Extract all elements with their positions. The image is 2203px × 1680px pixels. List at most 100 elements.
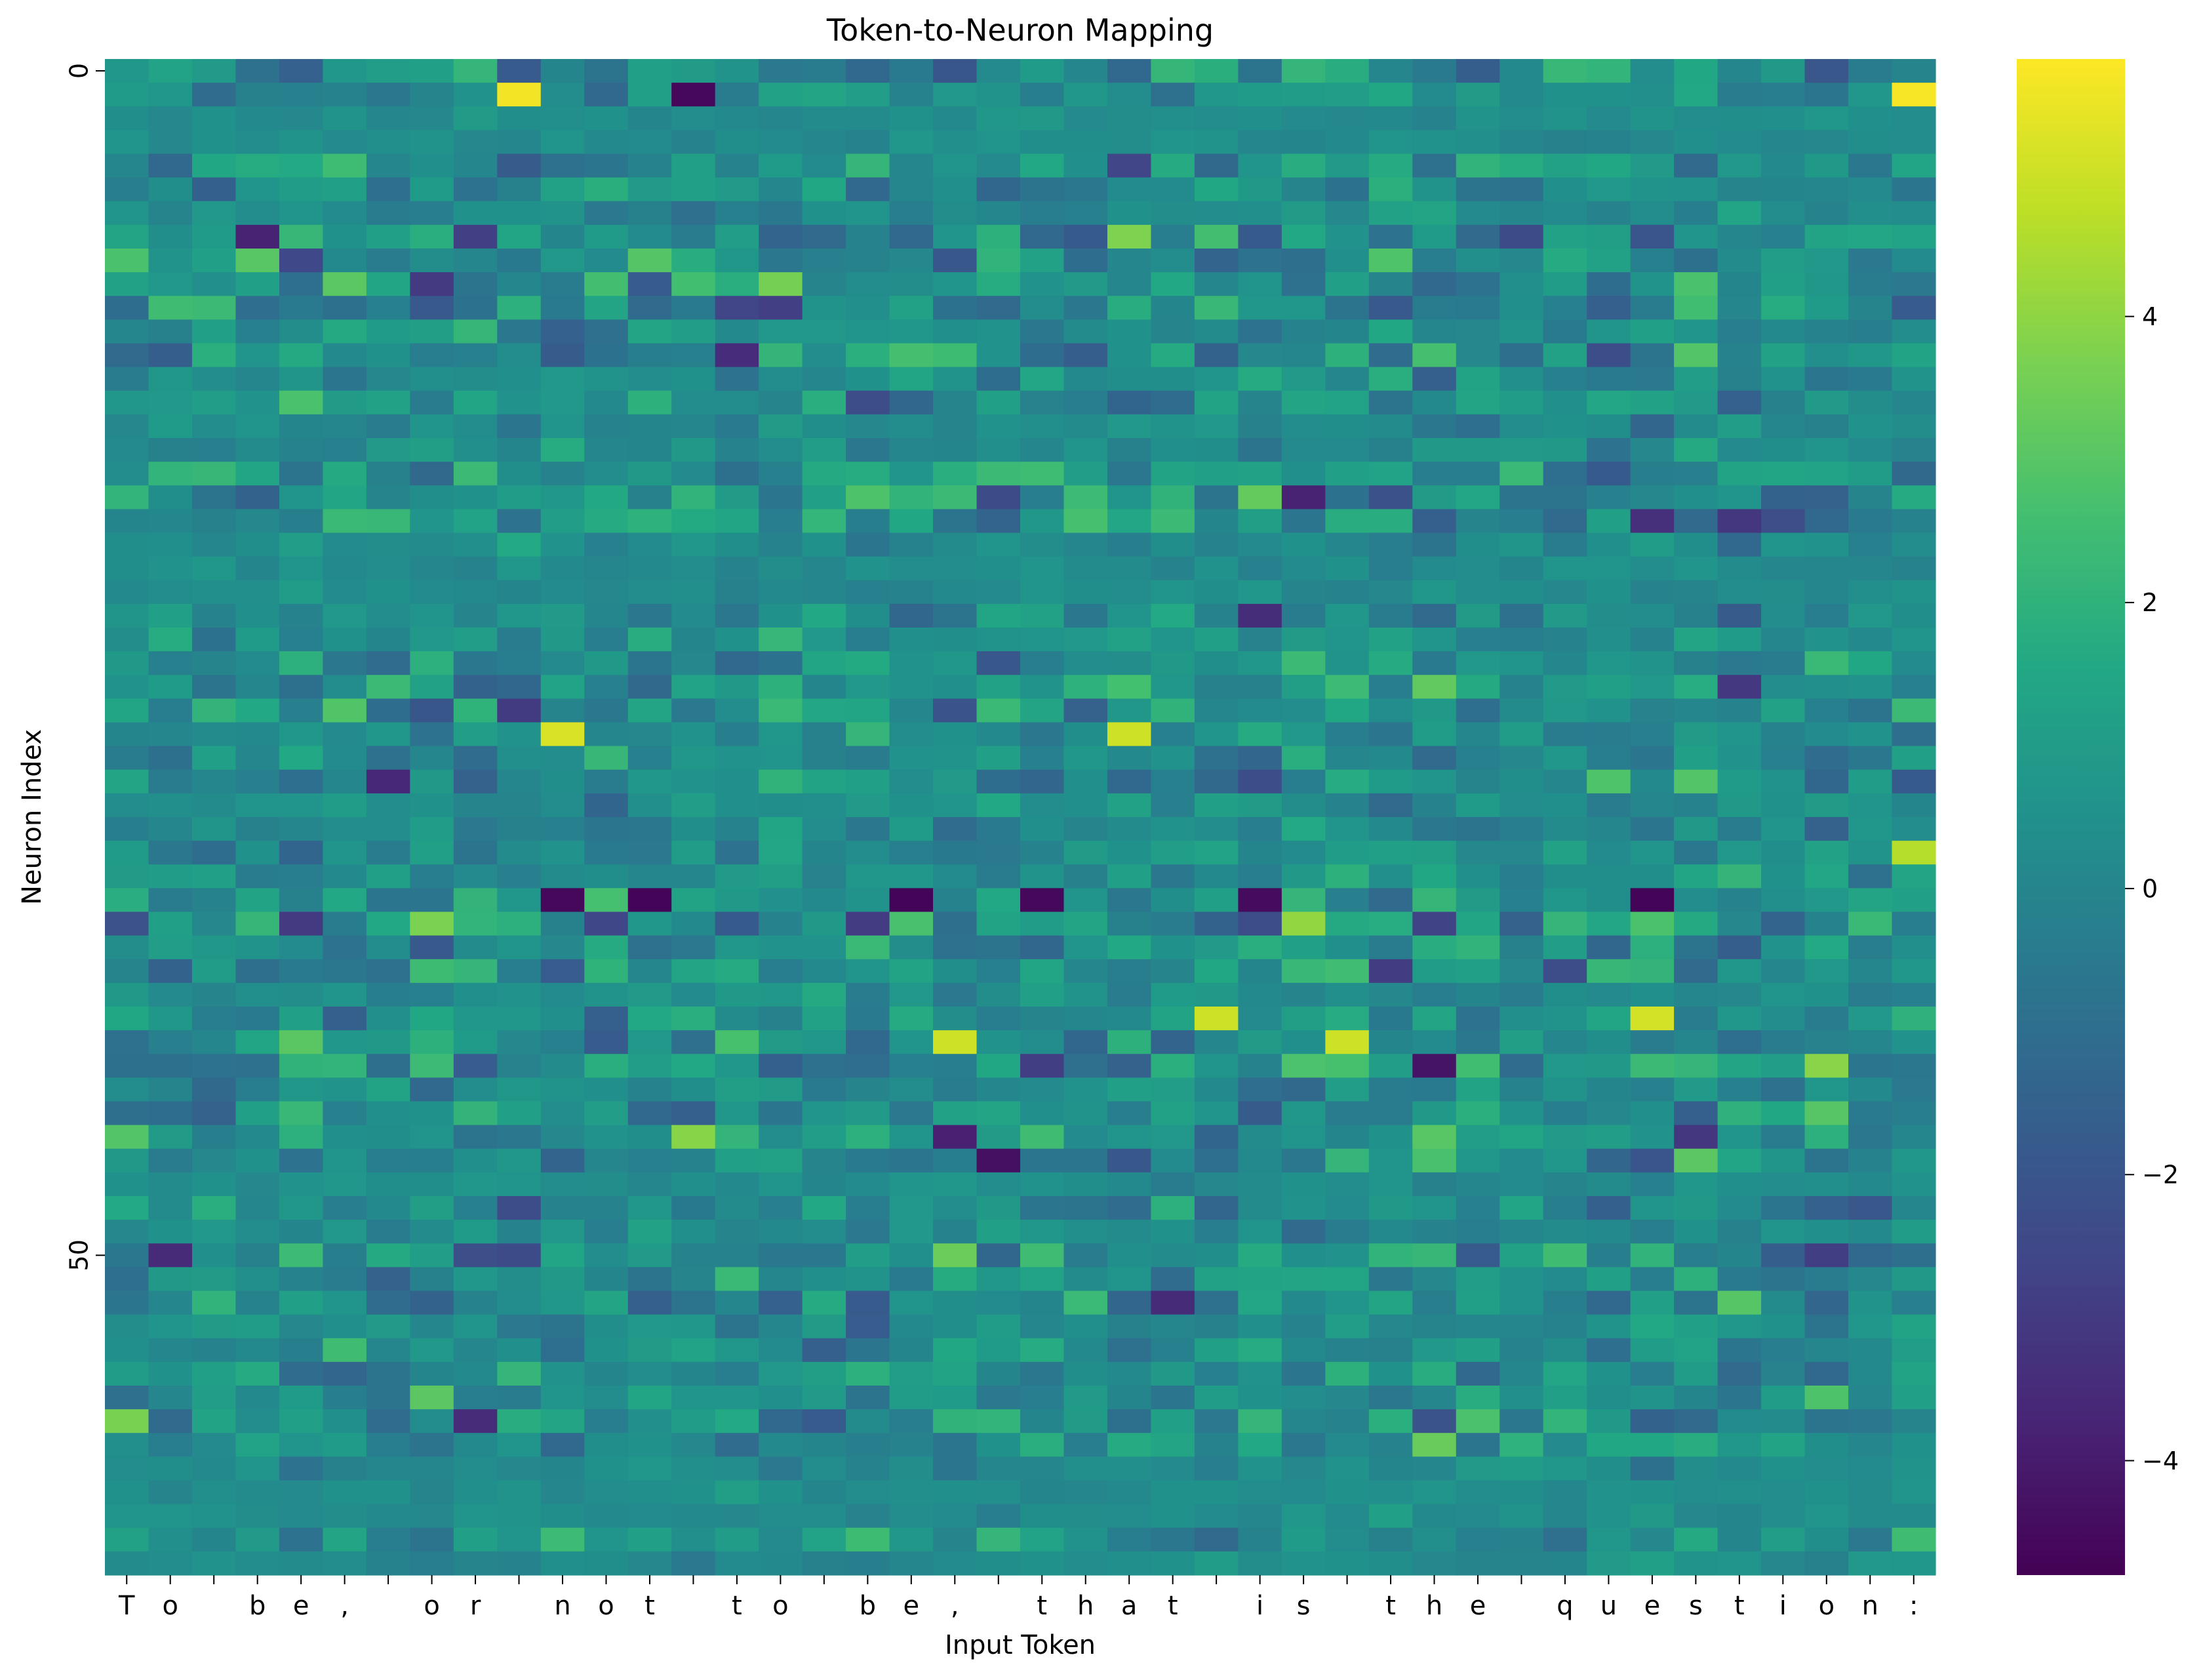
heatmap-cell xyxy=(148,1551,193,1576)
heatmap-cell xyxy=(1630,249,1675,273)
heatmap-cell xyxy=(1804,982,1849,1007)
heatmap-cell xyxy=(1281,1409,1326,1433)
heatmap-cell xyxy=(933,59,978,83)
heatmap-cell xyxy=(1717,698,1762,723)
heatmap-cell xyxy=(802,272,846,296)
heatmap-cell xyxy=(1587,746,1631,770)
heatmap-cell xyxy=(453,1196,498,1220)
heatmap-cell xyxy=(1674,390,1718,415)
heatmap-cell xyxy=(1063,438,1108,462)
heatmap-cell xyxy=(1238,1172,1282,1197)
heatmap-cell xyxy=(1499,793,1544,818)
heatmap-cell xyxy=(1717,485,1762,510)
heatmap-cell xyxy=(1848,722,1893,747)
heatmap-cell xyxy=(1456,603,1500,628)
heatmap-cell xyxy=(279,817,323,841)
heatmap-cell xyxy=(1194,130,1239,155)
heatmap-cell xyxy=(1761,1480,1806,1505)
heatmap-cell xyxy=(933,793,978,818)
heatmap-cell xyxy=(105,1386,149,1410)
heatmap-cell xyxy=(1194,532,1239,557)
heatmap-cell xyxy=(1151,177,1195,202)
heatmap-cell xyxy=(1238,83,1282,107)
heatmap-cell xyxy=(802,201,846,226)
heatmap-cell xyxy=(323,153,367,178)
heatmap-cell xyxy=(1151,911,1195,936)
heatmap-cell xyxy=(279,1054,323,1078)
heatmap-cell xyxy=(976,462,1021,486)
heatmap-cell xyxy=(1456,935,1500,960)
heatmap-cell xyxy=(1151,769,1195,794)
x-tick-label: s xyxy=(1689,1591,1703,1621)
heatmap-cell xyxy=(497,130,542,155)
heatmap-cell xyxy=(1238,556,1282,581)
heatmap-cell xyxy=(1587,651,1631,675)
heatmap-cell xyxy=(410,367,454,391)
heatmap-cell xyxy=(191,888,237,913)
heatmap-cell xyxy=(497,769,542,794)
heatmap-cell xyxy=(846,1007,890,1031)
heatmap-cell xyxy=(1194,888,1239,913)
heatmap-cell xyxy=(627,1220,672,1244)
heatmap-cell xyxy=(889,1433,934,1457)
heatmap-cell xyxy=(497,793,542,818)
heatmap-cell xyxy=(1892,106,1936,130)
heatmap-cell xyxy=(1717,509,1762,534)
heatmap-cell xyxy=(1499,532,1544,557)
heatmap-cell xyxy=(1761,130,1806,155)
heatmap-cell xyxy=(976,651,1021,675)
heatmap-cell xyxy=(1717,177,1762,202)
heatmap-cell xyxy=(1238,746,1282,770)
heatmap-cell xyxy=(105,462,149,486)
heatmap-cell xyxy=(1456,651,1500,675)
heatmap-cell xyxy=(1325,414,1370,439)
heatmap-cell xyxy=(1587,888,1631,913)
heatmap-cell xyxy=(627,1409,672,1433)
heatmap-cell xyxy=(671,1148,716,1173)
heatmap-cell xyxy=(1761,1196,1806,1220)
heatmap-cell xyxy=(1804,1480,1849,1505)
heatmap-cell xyxy=(105,651,149,675)
heatmap-cell xyxy=(1020,83,1065,107)
heatmap-cell xyxy=(1761,485,1806,510)
heatmap-cell xyxy=(1761,319,1806,344)
heatmap-cell xyxy=(802,864,846,889)
heatmap-cell xyxy=(671,319,716,344)
heatmap-cell xyxy=(1281,959,1326,984)
heatmap-cell xyxy=(759,1196,803,1220)
heatmap-cell xyxy=(1674,698,1718,723)
heatmap-cell xyxy=(584,628,629,652)
heatmap-cell xyxy=(1325,1125,1370,1150)
heatmap-cell xyxy=(1848,841,1893,865)
heatmap-cell xyxy=(279,224,323,249)
heatmap-cell xyxy=(1151,556,1195,581)
heatmap-cell xyxy=(1499,1030,1544,1054)
heatmap-cell xyxy=(759,1504,803,1529)
heatmap-cell xyxy=(802,130,846,155)
heatmap-cell xyxy=(1063,1290,1108,1315)
heatmap-cell xyxy=(933,390,978,415)
heatmap-cell xyxy=(1456,390,1500,415)
heatmap-cell xyxy=(976,83,1021,107)
heatmap-cell xyxy=(671,249,716,273)
heatmap-cell xyxy=(1020,1125,1065,1150)
heatmap-cell xyxy=(846,1480,890,1505)
heatmap-cell xyxy=(1892,769,1936,794)
heatmap-cell xyxy=(933,249,978,273)
heatmap-cell xyxy=(889,1290,934,1315)
heatmap-cell xyxy=(1238,1148,1282,1173)
heatmap-cell xyxy=(323,675,367,699)
heatmap-cell xyxy=(759,603,803,628)
heatmap-cell xyxy=(191,1101,237,1126)
heatmap-cell xyxy=(1107,1030,1152,1054)
heatmap-cell xyxy=(453,106,498,130)
heatmap-cell xyxy=(323,83,367,107)
heatmap-cell xyxy=(627,130,672,155)
heatmap-cell xyxy=(1063,1125,1108,1150)
heatmap-cell xyxy=(1543,628,1587,652)
heatmap-cell xyxy=(497,1148,542,1173)
heatmap-cell xyxy=(1151,485,1195,510)
heatmap-cell xyxy=(1063,1101,1108,1126)
heatmap-cell xyxy=(366,1196,410,1220)
heatmap-cell xyxy=(1456,1101,1500,1126)
